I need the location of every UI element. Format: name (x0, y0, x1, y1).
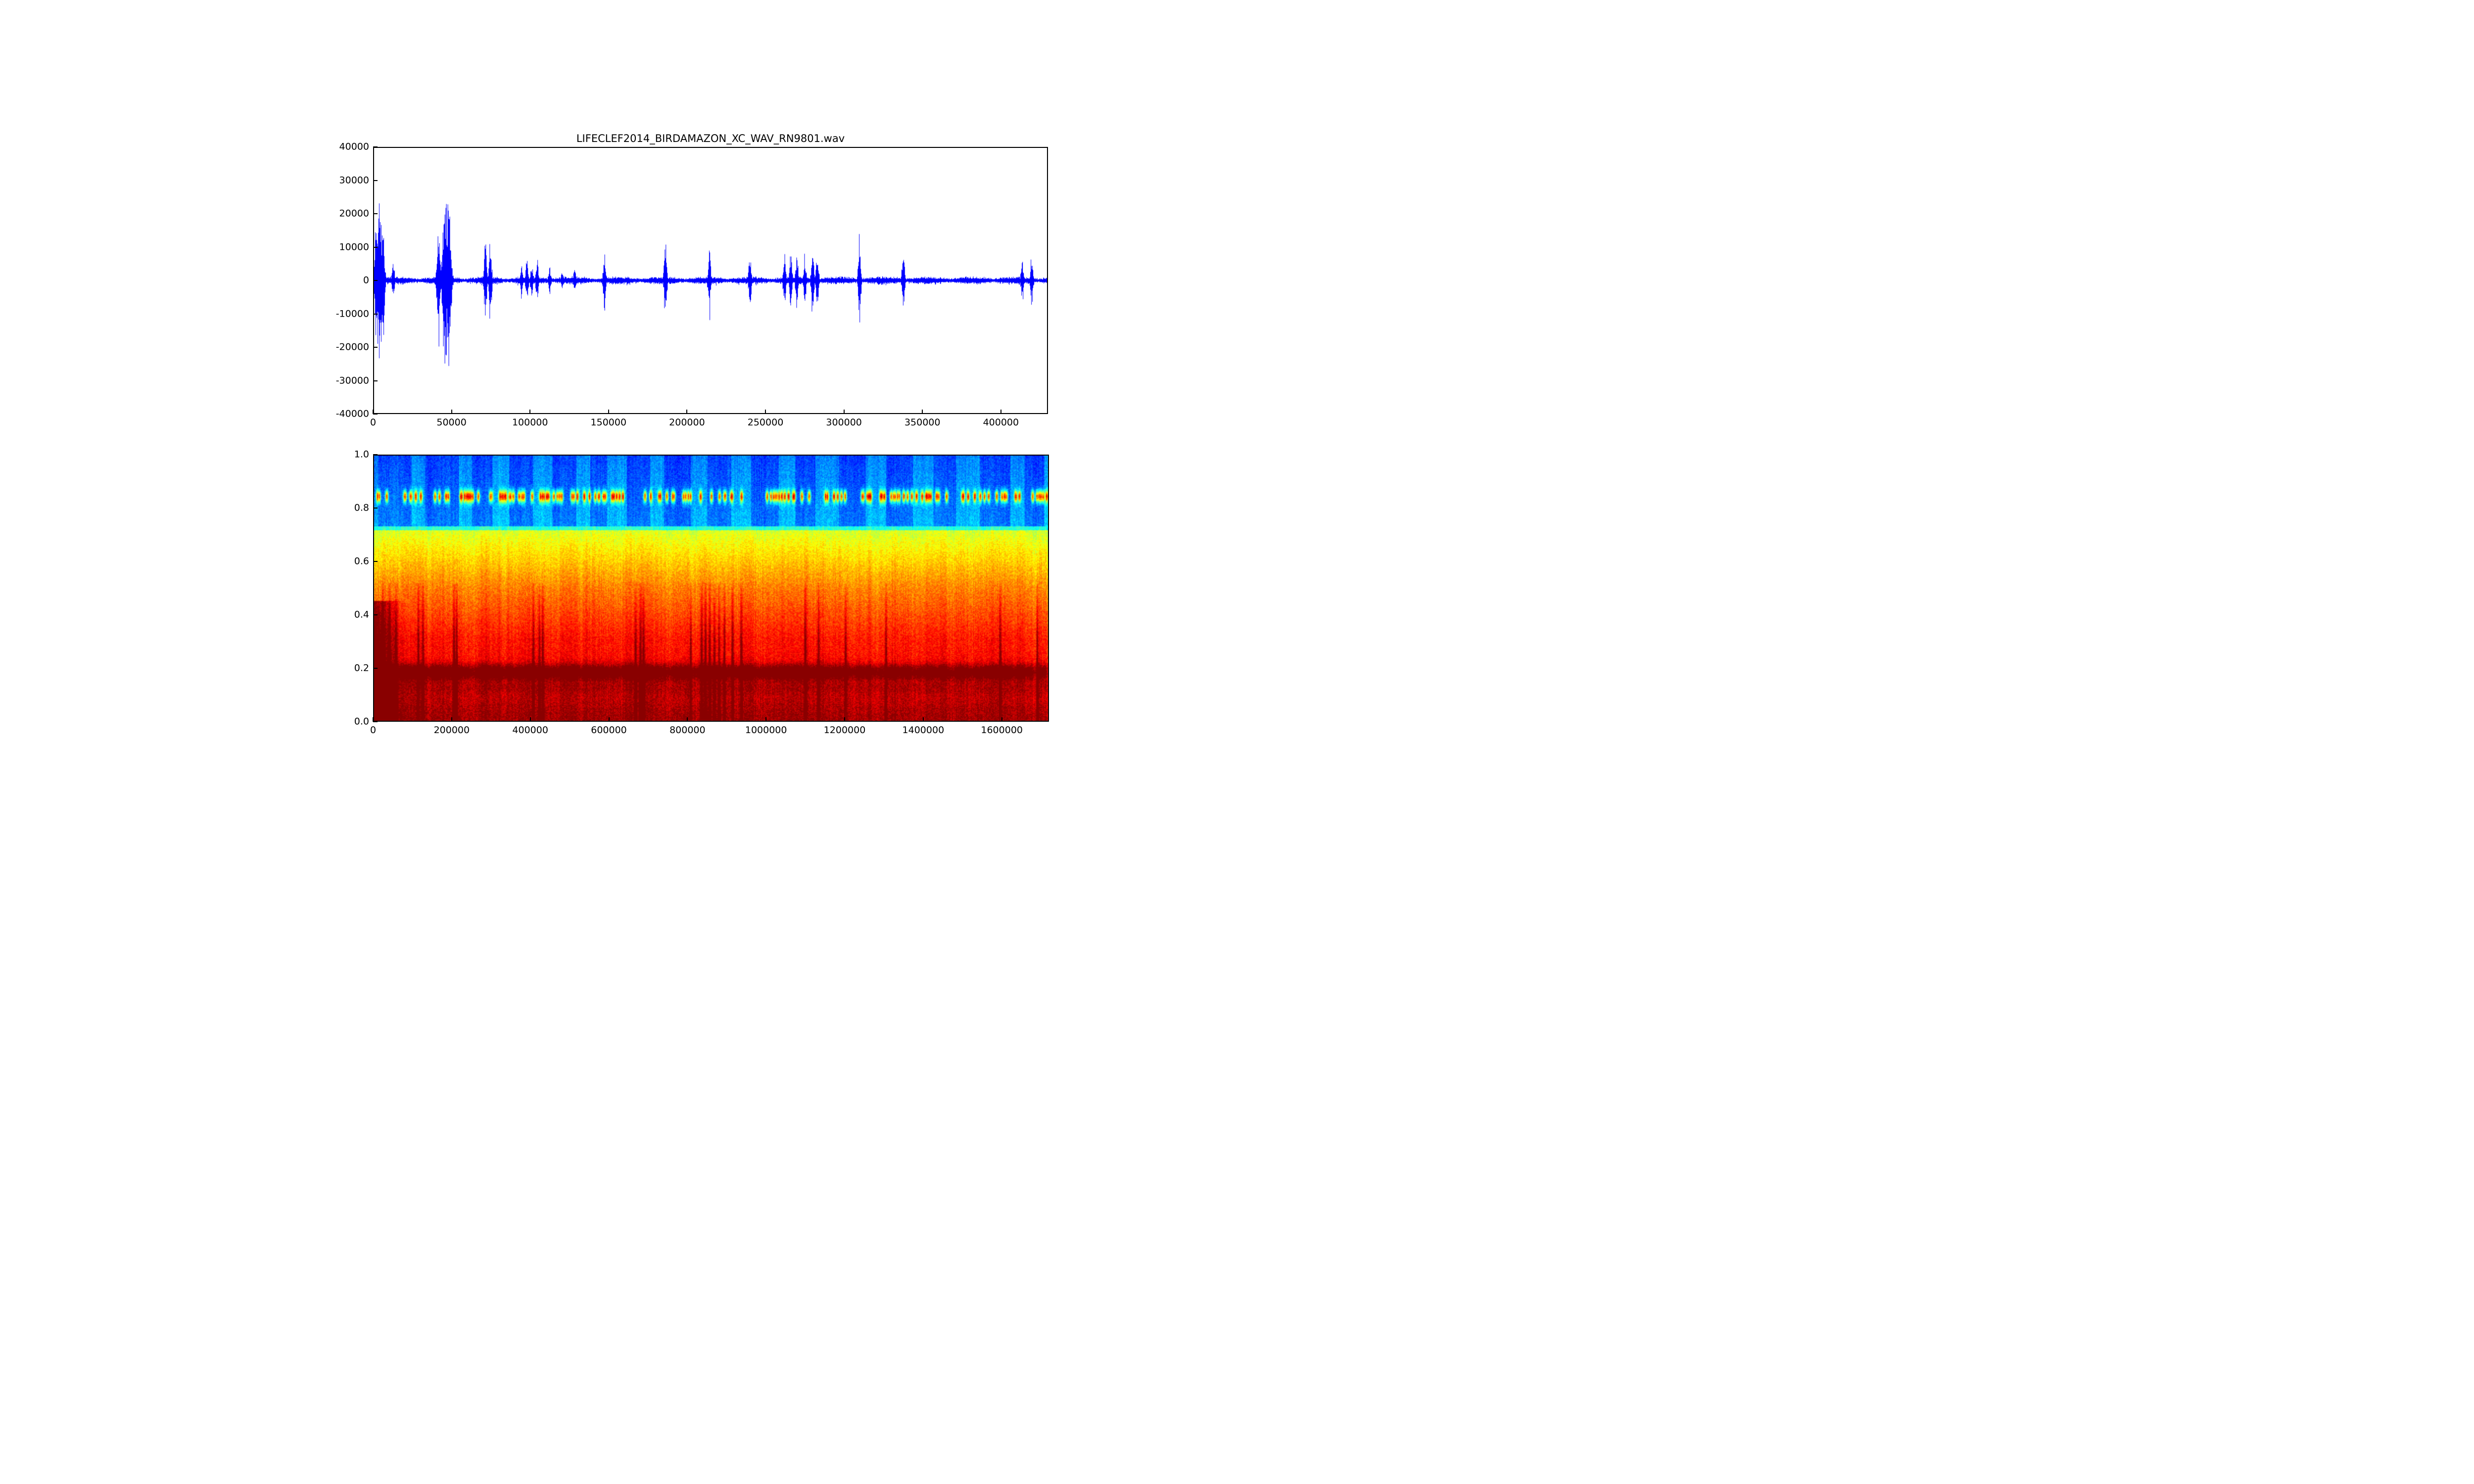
waveform-x-ticklabel: 100000 (512, 417, 548, 428)
waveform-x-ticklabel: 0 (370, 417, 377, 428)
waveform-x-tickmark (765, 410, 766, 414)
waveform-y-ticklabel: -40000 (335, 408, 369, 419)
spectrogram-plot-area (374, 456, 1048, 721)
waveform-y-ticklabel: 40000 (339, 141, 369, 152)
spectrogram-y-ticklabel: 0.0 (354, 716, 369, 727)
waveform-x-ticklabel: 200000 (669, 417, 705, 428)
waveform-y-tickmark (373, 146, 378, 147)
spectrogram-y-tickmark (373, 561, 378, 562)
waveform-y-tickmark (373, 180, 378, 181)
spectrogram-x-tickmark (451, 717, 452, 722)
spectrogram-axes (373, 455, 1049, 722)
waveform-x-ticklabel: 250000 (747, 417, 784, 428)
spectrogram-x-ticklabel: 1000000 (745, 725, 787, 736)
waveform-x-tickmark (529, 410, 531, 414)
spectrogram-x-tickmark (922, 717, 924, 722)
waveform-x-tickmark (608, 410, 609, 414)
spectrogram-x-ticklabel: 400000 (512, 725, 548, 736)
spectrogram-y-tickmark (373, 721, 378, 722)
spectrogram-y-ticklabel: 0.8 (354, 502, 369, 513)
waveform-y-ticklabel: -30000 (335, 375, 369, 386)
waveform-y-ticklabel: 10000 (339, 241, 369, 252)
spectrogram-x-tickmark (373, 717, 374, 722)
spectrogram-y-ticklabel: 0.6 (354, 556, 369, 567)
waveform-y-tickmark (373, 347, 378, 348)
waveform-x-ticklabel: 400000 (983, 417, 1019, 428)
waveform-title: LIFECLEF2014_BIRDAMAZON_XC_WAV_RN9801.wa… (576, 133, 845, 144)
spectrogram-x-ticklabel: 1400000 (902, 725, 945, 736)
waveform-x-ticklabel: 300000 (826, 417, 862, 428)
spectrogram-x-ticklabel: 200000 (433, 725, 470, 736)
spectrogram-x-ticklabel: 800000 (669, 725, 706, 736)
waveform-y-ticklabel: 30000 (339, 175, 369, 186)
waveform-y-tickmark (373, 246, 378, 248)
waveform-y-ticklabel: -10000 (335, 308, 369, 319)
spectrogram-x-tickmark (608, 717, 610, 722)
spectrogram-x-ticklabel: 1200000 (823, 725, 866, 736)
waveform-y-ticklabel: 20000 (339, 208, 369, 219)
waveform-y-ticklabel: -20000 (335, 341, 369, 353)
waveform-axes (373, 147, 1048, 414)
waveform-y-tickmark (373, 414, 378, 415)
waveform-x-ticklabel: 50000 (436, 417, 467, 428)
spectrogram-x-tickmark (529, 717, 531, 722)
spectrogram-x-ticklabel: 1600000 (981, 725, 1023, 736)
spectrogram-x-ticklabel: 0 (370, 725, 377, 736)
spectrogram-y-ticklabel: 0.4 (354, 609, 369, 620)
spectrogram-y-tickmark (373, 454, 378, 455)
waveform-x-ticklabel: 350000 (904, 417, 941, 428)
waveform-x-tickmark (451, 410, 452, 414)
waveform-x-tickmark (686, 410, 688, 414)
spectrogram-y-tickmark (373, 668, 378, 669)
spectrogram-y-ticklabel: 1.0 (354, 449, 369, 460)
waveform-x-tickmark (1000, 410, 1001, 414)
spectrogram-x-tickmark (765, 717, 767, 722)
spectrogram-x-tickmark (1001, 717, 1002, 722)
waveform-x-tickmark (922, 410, 923, 414)
spectrogram-y-tickmark (373, 508, 378, 509)
waveform-plot-area (374, 148, 1047, 413)
waveform-x-tickmark (373, 410, 374, 414)
spectrogram-x-tickmark (844, 717, 846, 722)
waveform-x-ticklabel: 150000 (590, 417, 627, 428)
spectrogram-y-ticklabel: 0.2 (354, 662, 369, 674)
spectrogram-x-ticklabel: 600000 (591, 725, 627, 736)
waveform-x-tickmark (843, 410, 845, 414)
spectrogram-x-tickmark (687, 717, 688, 722)
waveform-y-ticklabel: 0 (363, 275, 369, 286)
waveform-y-tickmark (373, 280, 378, 281)
waveform-y-tickmark (373, 213, 378, 214)
waveform-y-tickmark (373, 313, 378, 315)
waveform-y-tickmark (373, 380, 378, 381)
spectrogram-y-tickmark (373, 614, 378, 615)
